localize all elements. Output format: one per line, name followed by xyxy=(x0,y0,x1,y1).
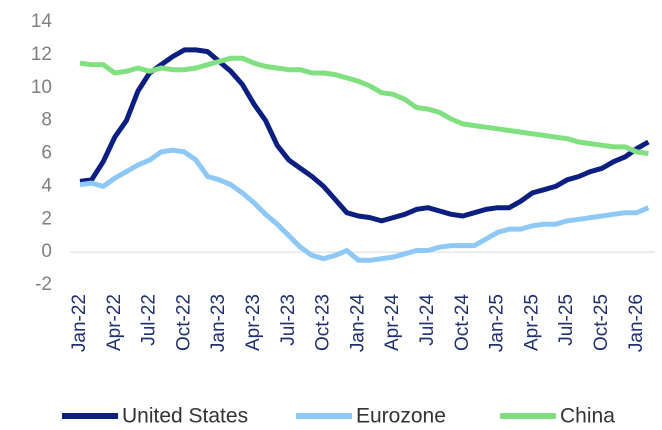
y-tick-label: 0 xyxy=(41,241,52,262)
x-tick-label: Apr-24 xyxy=(382,294,403,351)
x-tick-label: Jul-24 xyxy=(417,294,438,346)
legend-label: United States xyxy=(122,405,248,428)
x-tick-label: Jul-25 xyxy=(556,294,577,346)
y-tick-label: 12 xyxy=(31,44,52,65)
x-tick-label: Jan-25 xyxy=(487,294,508,352)
y-tick-label: -2 xyxy=(35,274,52,295)
x-tick-label: Jan-24 xyxy=(347,294,368,353)
y-tick-label: 8 xyxy=(41,110,52,131)
series-line xyxy=(79,47,650,224)
x-tick-label: Jan-22 xyxy=(69,294,90,352)
x-tick-label: Apr-25 xyxy=(521,294,542,351)
y-tick-label: 14 xyxy=(31,11,53,32)
x-tick-label: Jan-23 xyxy=(208,294,229,352)
series-line xyxy=(79,55,649,156)
x-tick-label: Oct-22 xyxy=(173,294,194,351)
y-tick-label: 6 xyxy=(41,143,52,164)
y-tick-label: 10 xyxy=(31,77,52,98)
y-tick-label: 4 xyxy=(41,175,52,196)
x-tick-label: Oct-25 xyxy=(591,294,612,351)
x-tick-label: Jul-23 xyxy=(278,294,299,346)
y-tick-label: 2 xyxy=(41,208,52,229)
series-line xyxy=(79,147,650,263)
legend-label: Eurozone xyxy=(356,405,446,428)
x-tick-label: Oct-23 xyxy=(313,294,334,351)
x-tick-label: Apr-23 xyxy=(243,294,264,351)
x-tick-label: Oct-24 xyxy=(452,294,473,351)
legend-label: China xyxy=(560,405,615,428)
x-tick-label: Apr-22 xyxy=(104,294,125,351)
x-tick-label: Jan-26 xyxy=(626,294,647,352)
x-tick-label: Jul-22 xyxy=(139,294,160,346)
